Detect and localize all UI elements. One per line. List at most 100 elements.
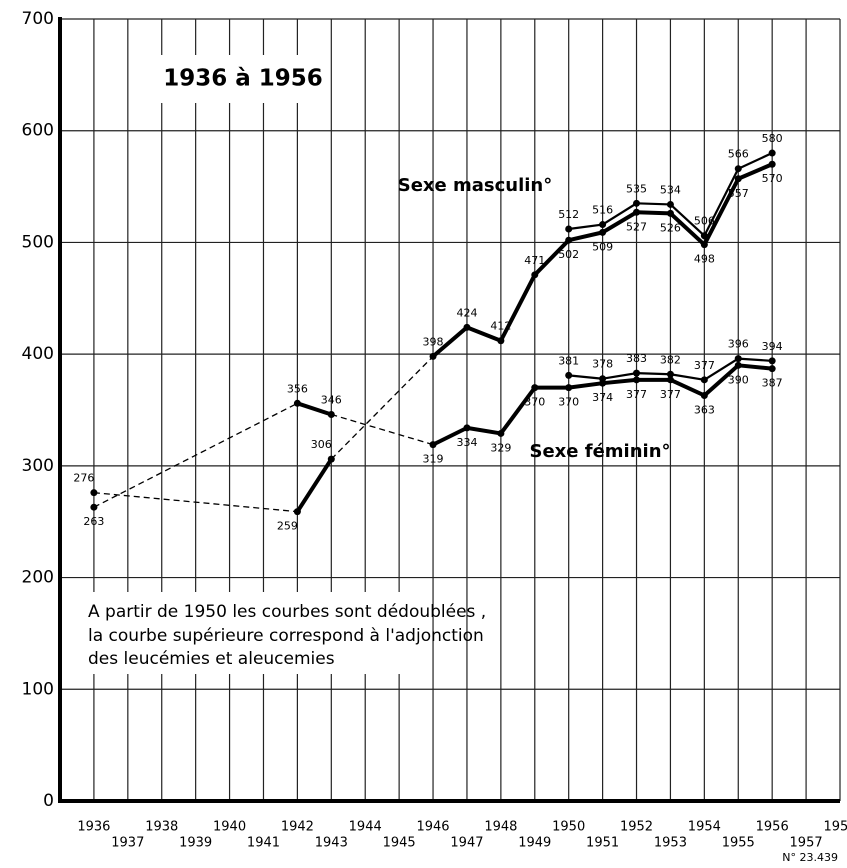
line-segment: [636, 202, 671, 206]
point: [734, 355, 742, 363]
point: [565, 371, 573, 379]
line-segment: [499, 386, 537, 435]
x-tick-label: 1954: [688, 820, 721, 835]
line-segment: [568, 374, 603, 380]
title-box: [160, 55, 325, 103]
line-segment: [296, 401, 332, 417]
x-tick-label: 1956: [756, 820, 789, 835]
data-label: 580: [762, 132, 783, 145]
data-label: 356: [287, 382, 308, 395]
data-label: 412: [490, 320, 511, 333]
y-tick-label: 700: [22, 9, 54, 29]
data-label: 374: [592, 391, 613, 404]
line-segment: [330, 355, 434, 460]
point: [497, 429, 505, 437]
line-segment: [737, 162, 773, 181]
point: [327, 410, 335, 418]
data-label: 512: [558, 208, 579, 221]
annotation: la courbe supérieure correspond à l'adjo…: [88, 626, 484, 646]
point: [565, 236, 573, 244]
point: [768, 365, 776, 373]
x-tick-label: 1940: [213, 820, 246, 835]
data-label: 509: [592, 240, 613, 253]
line-segment: [432, 426, 468, 447]
line-segment: [602, 202, 638, 226]
line-segment: [602, 377, 637, 386]
data-label: 263: [83, 515, 104, 528]
data-label: 377: [626, 388, 647, 401]
x-tick-label: 1952: [620, 820, 653, 835]
point: [633, 369, 641, 377]
point: [531, 271, 539, 279]
point: [633, 208, 641, 216]
data-label: 471: [524, 254, 545, 267]
point: [531, 384, 539, 392]
data-label: 334: [456, 436, 477, 449]
data-label: 527: [626, 220, 647, 233]
line-segment: [331, 413, 434, 446]
line-segment: [703, 363, 740, 397]
point: [293, 508, 301, 516]
x-tick-label: 1950: [552, 820, 585, 835]
x-tick-label: 1945: [383, 836, 416, 851]
x-tick-label: 1949: [518, 836, 551, 851]
annotation-box: [80, 592, 410, 674]
series-label: Sexe féminin°: [529, 441, 670, 462]
data-label: 570: [762, 172, 783, 185]
line-segment: [601, 210, 638, 235]
point: [599, 221, 607, 229]
data-label: 346: [321, 393, 342, 406]
line-segment: [466, 425, 502, 436]
data-label: 387: [762, 377, 783, 390]
data-label: 370: [558, 396, 579, 409]
point: [463, 323, 471, 331]
y-tick-label: 0: [43, 791, 54, 811]
point: [700, 232, 708, 240]
line-segment: [568, 223, 603, 231]
x-tick-label: 1955: [722, 836, 755, 851]
x-tick-label: 1937: [111, 836, 144, 851]
point: [293, 399, 301, 407]
data-label: 319: [423, 453, 444, 466]
x-tick-label: 1947: [450, 836, 483, 851]
point: [429, 352, 437, 360]
x-tick-label: 1944: [349, 820, 382, 835]
x-tick-label: 1953: [654, 836, 687, 851]
data-label: 498: [694, 253, 715, 266]
annotation: A partir de 1950 les courbes sont dédoub…: [88, 602, 486, 622]
point: [599, 228, 607, 236]
x-tick-label: 1957: [790, 836, 823, 851]
data-label: 382: [660, 353, 681, 366]
point: [599, 375, 607, 383]
line-segment: [568, 381, 603, 390]
line-segment: [431, 325, 469, 358]
point: [734, 361, 742, 369]
x-tick-label: 1938: [145, 820, 178, 835]
point: [666, 209, 674, 217]
line-segment: [703, 357, 739, 381]
point: [666, 376, 674, 384]
point: [633, 376, 641, 384]
line-segment: [670, 373, 705, 381]
point: [90, 489, 98, 497]
data-label: 276: [73, 472, 94, 485]
point: [327, 455, 335, 463]
data-label: 502: [558, 248, 579, 261]
line-segment: [568, 230, 604, 243]
data-label: 383: [626, 352, 647, 365]
y-tick-label: 400: [22, 344, 54, 364]
data-label: 370: [524, 396, 545, 409]
point: [429, 441, 437, 449]
x-tick-label: 1942: [281, 820, 314, 835]
point: [734, 165, 742, 173]
x-tick-label: 1948: [484, 820, 517, 835]
line-segment: [738, 363, 773, 371]
line-segment: [703, 168, 740, 237]
data-label: 377: [660, 388, 681, 401]
line-segment: [669, 378, 706, 398]
point: [497, 337, 505, 345]
line-segment: [636, 210, 671, 216]
point: [768, 160, 776, 168]
data-label: 381: [558, 354, 579, 367]
